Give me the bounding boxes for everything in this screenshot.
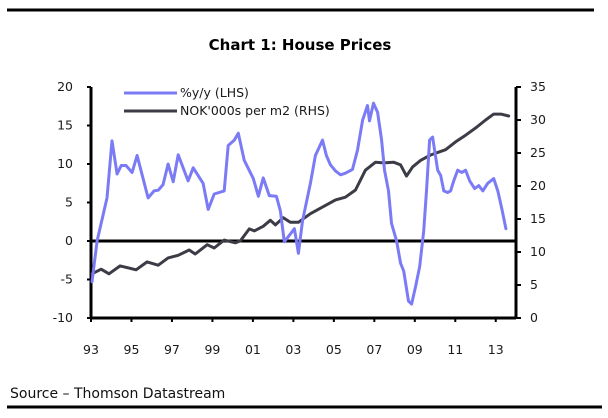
x-axis-tick-label: 97 [164,342,180,357]
x-axis-tick-label: 01 [245,342,261,357]
legend: %y/y (LHS) NOK'000s per m2 (RHS) [124,85,330,118]
x-axis-tick-label: 95 [124,342,140,357]
right-axis-tick-label: 10 [530,244,546,259]
source-note: Source – Thomson Datastream [10,386,225,402]
right-axis-tick-label: 5 [530,277,538,292]
legend-label-pct-yy: %y/y (LHS) [180,85,249,100]
left-axis-tick-label: -10 [53,310,73,325]
right-axis-tick-label: 15 [530,211,546,226]
right-axis-tick-label: 35 [530,79,546,94]
x-axis-tick-label: 11 [447,342,463,357]
series-layer [90,101,511,306]
x-axis-tick-label: 05 [326,342,342,357]
x-axis-tick-label: 09 [407,342,423,357]
chart-title: Chart 1: House Prices [209,36,392,54]
left-axis-tick-label: 20 [57,79,73,94]
x-axis-tick-label: 13 [488,342,504,357]
x-axis-tick-label: 93 [83,342,99,357]
x-axis-tick-label: 03 [285,342,301,357]
right-axis-tick-label: 30 [530,112,546,127]
series-line-nok-per-m2 [90,112,511,276]
axes: 20 15 10 5 0 -5 -10 35 30 25 20 15 10 5 0 93 95 97 99 01 03 0… [53,79,546,357]
left-axis-tick-label: 5 [65,195,73,210]
left-axis-tick-label: 15 [57,118,73,133]
left-axis-tick-label: -5 [61,272,73,287]
left-axis-tick-label: 0 [65,233,73,248]
right-axis-tick-label: 0 [530,310,538,325]
left-axis-tick-label: 10 [57,156,73,171]
legend-label-nok-per-m2: NOK'000s per m2 (RHS) [180,103,330,118]
right-axis-tick-label: 20 [530,178,546,193]
series-line-pct-yy [90,101,508,306]
right-axis-tick-label: 25 [530,145,546,160]
x-axis-tick-label: 99 [204,342,220,357]
x-axis-tick-label: 07 [366,342,382,357]
